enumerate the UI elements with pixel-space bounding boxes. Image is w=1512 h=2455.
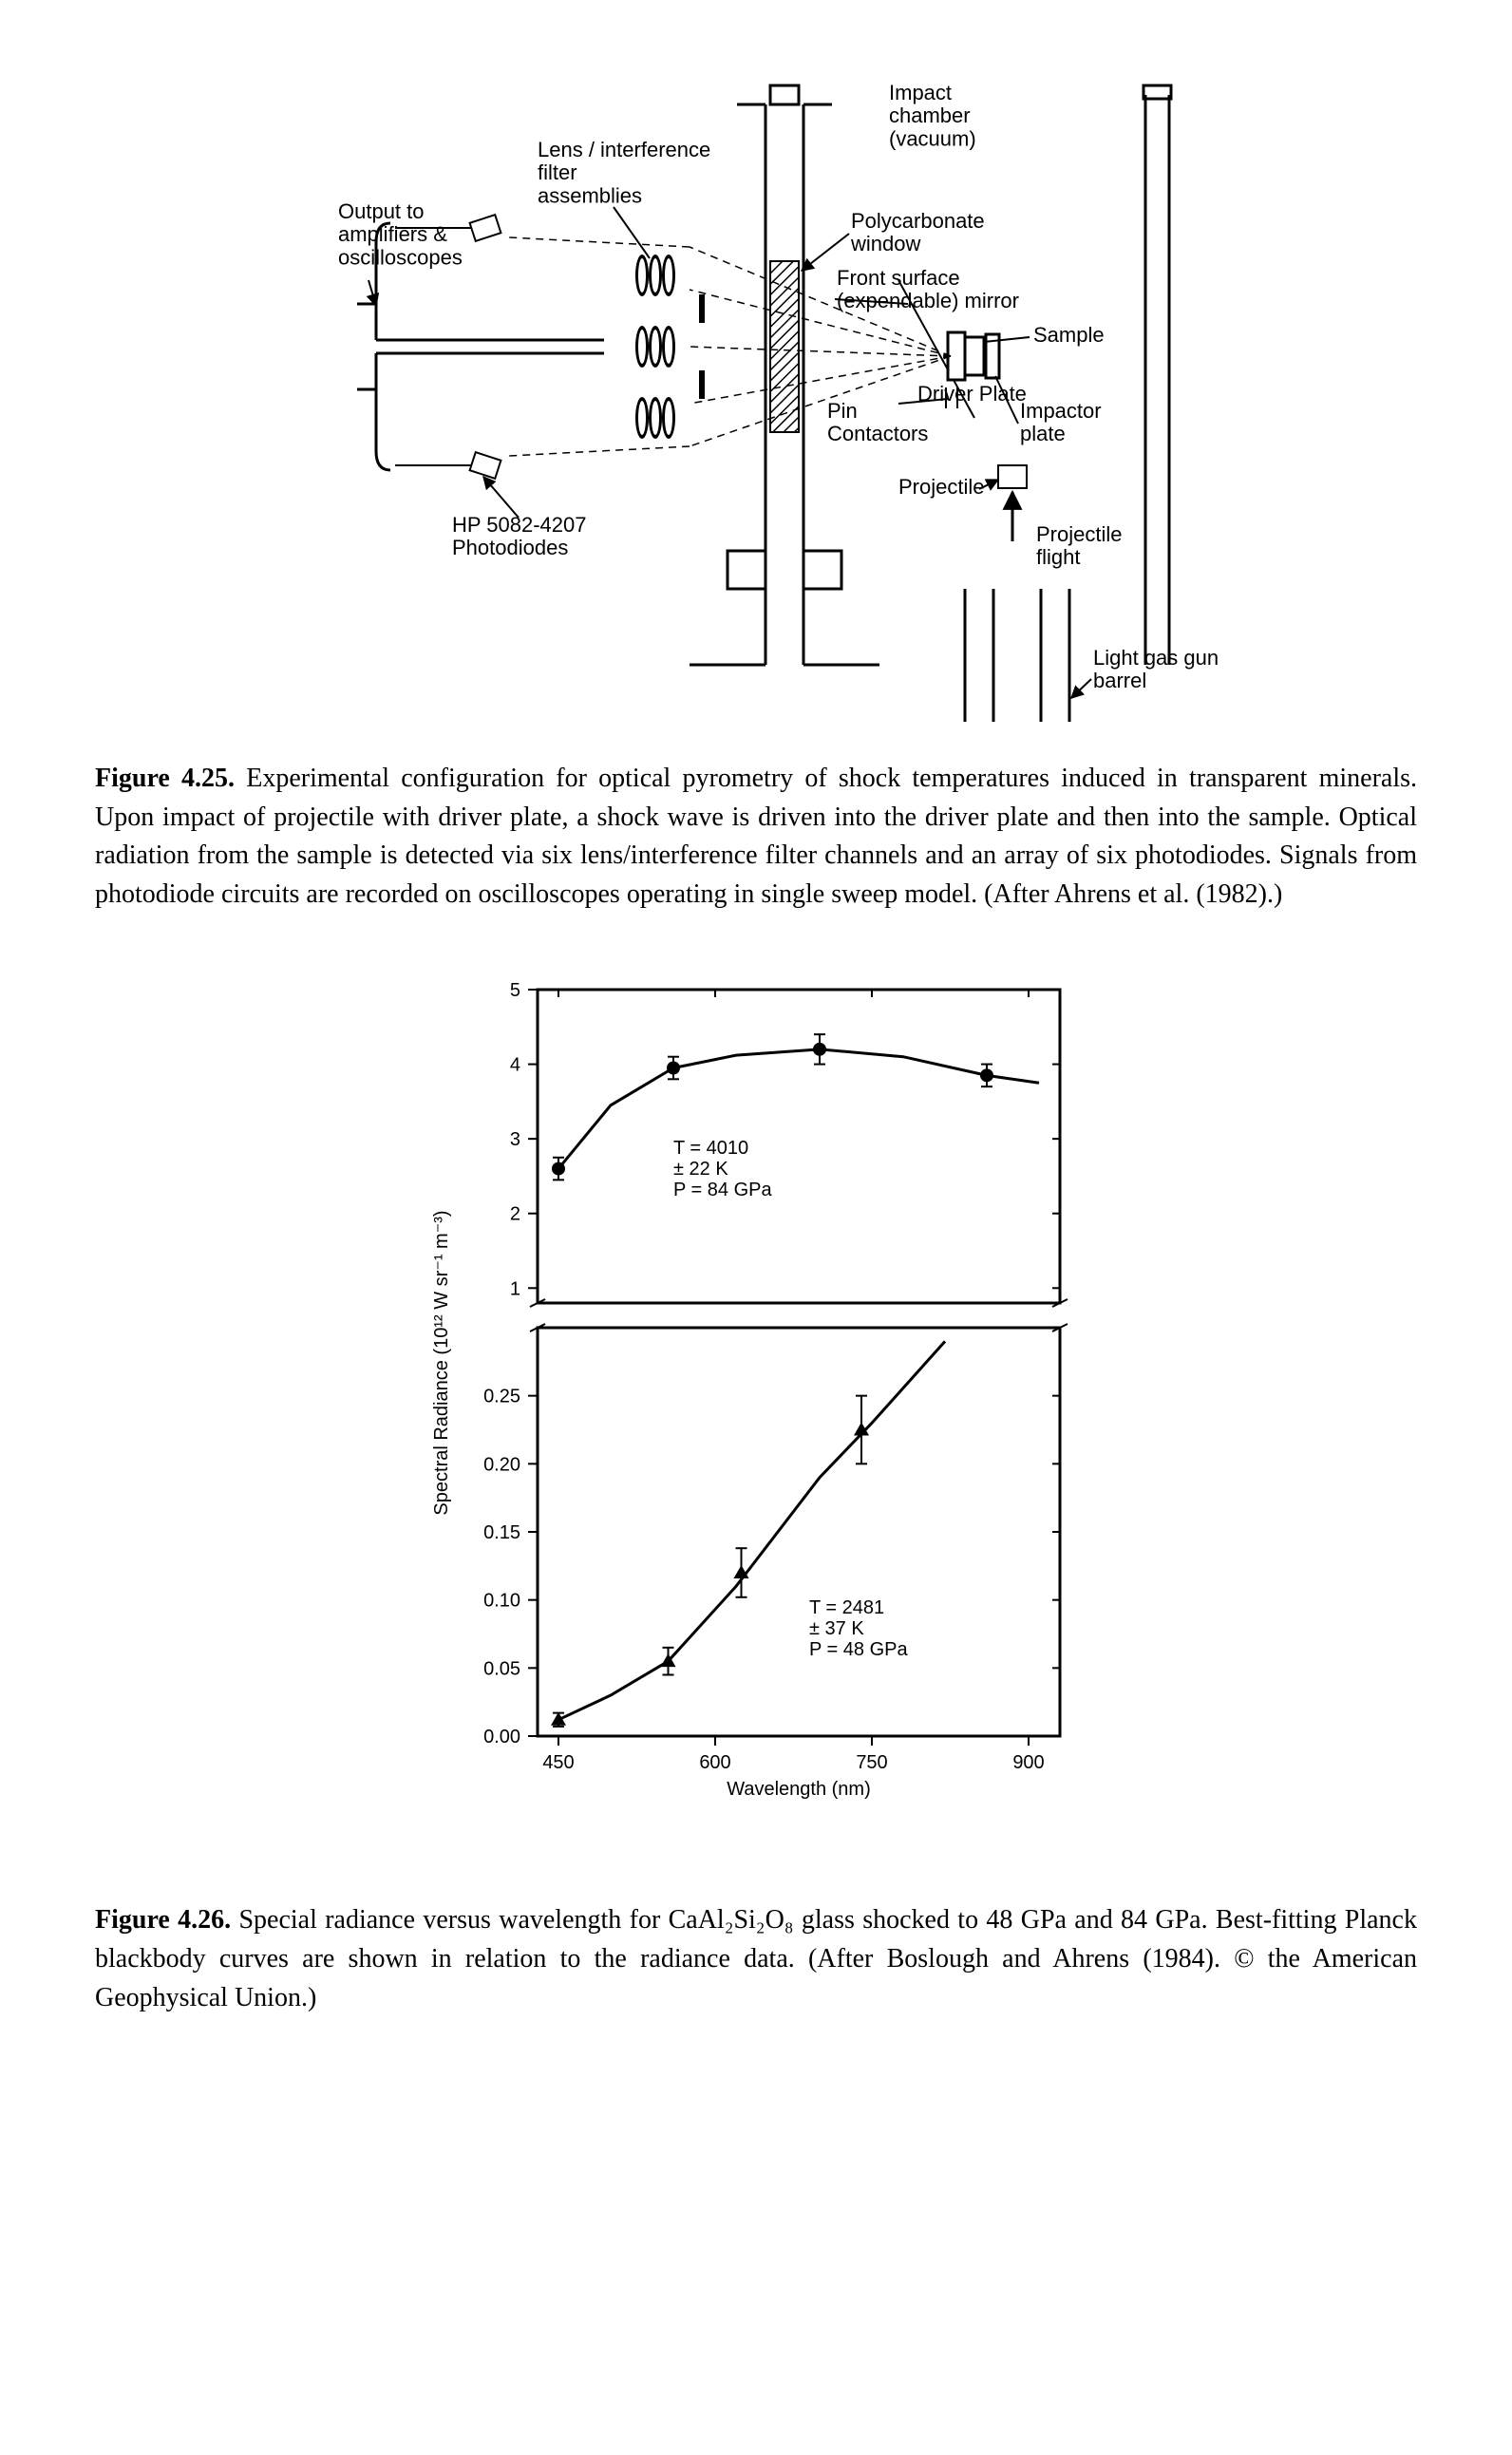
svg-text:Driver Plate: Driver Plate [917,382,1027,406]
svg-text:Output toamplifiers &oscillosc: Output toamplifiers &oscilloscopes [338,199,463,269]
svg-text:Projectileflight: Projectileflight [1036,522,1122,569]
svg-text:T = 4010± 22 KP = 84 GPa: T = 4010± 22 KP = 84 GPa [673,1138,772,1200]
caption-text-4-25: Experimental configuration for optical p… [95,764,1417,909]
svg-text:Wavelength (nm): Wavelength (nm) [727,1779,871,1800]
chart-4-26-wrap: 450 600 750 900 Wavelength (nm) 1 2 3 4 5 0.00 0.05… [95,971,1417,1882]
svg-text:Front surface(expendable) mirr: Front surface(expendable) mirror [837,266,1019,312]
svg-text:Sample: Sample [1033,323,1105,347]
caption-4-26: Figure 4.26. Special radiance versus wav… [95,1901,1417,2017]
svg-text:0.15: 0.15 [483,1522,520,1543]
svg-text:Light gas gunbarrel: Light gas gunbarrel [1093,646,1219,692]
svg-text:750: 750 [856,1752,887,1773]
svg-text:Spectral Radiance (10¹² W sr⁻¹: Spectral Radiance (10¹² W sr⁻¹ m⁻³) [431,1211,452,1516]
apparatus-diagram: Impactchamber(vacuum) Lens / interference… [234,57,1278,741]
svg-text:900: 900 [1012,1752,1044,1773]
svg-text:Impactorplate: Impactorplate [1020,399,1102,445]
svg-text:3: 3 [510,1130,520,1151]
svg-text:600: 600 [699,1752,730,1773]
svg-text:Lens / interferencefilterassem: Lens / interferencefilterassemblies [538,138,710,207]
svg-text:0.25: 0.25 [483,1387,520,1407]
caption-label-4-25: Figure 4.25. [95,764,235,793]
svg-text:0.10: 0.10 [483,1591,520,1612]
svg-text:T = 2481± 37 KP = 48 GPa: T = 2481± 37 KP = 48 GPa [809,1597,908,1660]
svg-text:0.05: 0.05 [483,1659,520,1680]
svg-text:0.20: 0.20 [483,1455,520,1476]
radiance-chart: 450 600 750 900 Wavelength (nm) 1 2 3 4 5 0.00 0.05… [414,971,1098,1882]
svg-text:Polycarbonatewindow: Polycarbonatewindow [850,209,985,255]
caption-label-4-26: Figure 4.26. [95,1905,231,1935]
svg-text:450: 450 [542,1752,574,1773]
svg-text:Impactchamber(vacuum): Impactchamber(vacuum) [889,81,976,150]
figure-4-26: 450 600 750 900 Wavelength (nm) 1 2 3 4 5 0.00 0.05… [95,971,1417,2017]
svg-text:5: 5 [510,980,520,1001]
svg-text:HP 5082-4207Photodiodes: HP 5082-4207Photodiodes [452,513,587,559]
diagram-4-25-wrap: Impactchamber(vacuum) Lens / interference… [95,57,1417,741]
svg-text:1: 1 [510,1279,520,1300]
svg-text:PinContactors: PinContactors [827,399,928,445]
caption-text-4-26: Special radiance versus wavelength for C… [95,1905,1417,2011]
svg-text:0.00: 0.00 [483,1727,520,1747]
svg-text:Projectile: Projectile [898,475,984,499]
svg-text:4: 4 [510,1055,520,1076]
figure-4-25: Impactchamber(vacuum) Lens / interference… [95,57,1417,914]
caption-4-25: Figure 4.25. Experimental configuration … [95,760,1417,914]
svg-text:2: 2 [510,1204,520,1225]
